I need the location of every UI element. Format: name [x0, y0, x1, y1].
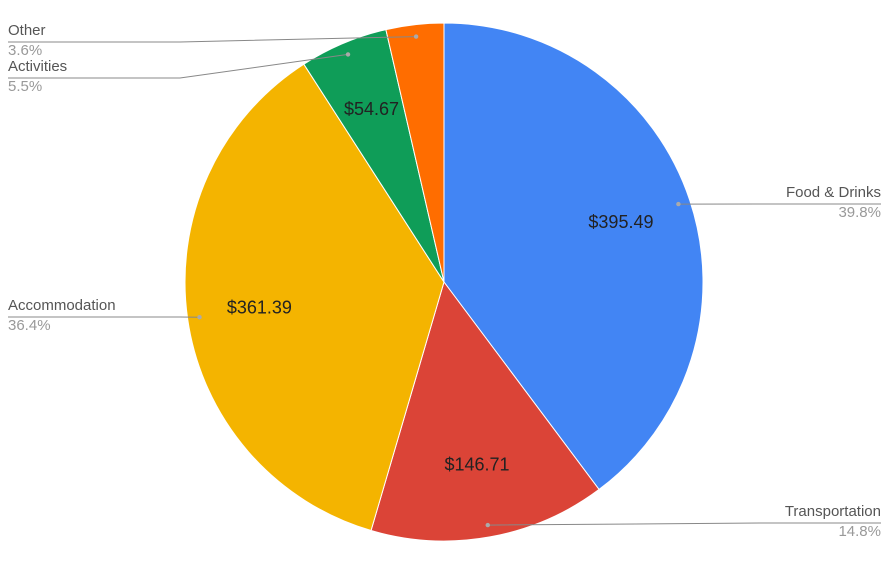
pie-slice [370, 280, 600, 542]
leader-line [487, 522, 881, 526]
leader-dot [676, 201, 681, 207]
slice-name: Other [8, 22, 46, 39]
leader-dot [345, 52, 351, 57]
slice-percent: 36.4% [8, 317, 51, 334]
leader-line [8, 36, 417, 43]
pie-slice [184, 63, 445, 532]
leader-dot [197, 315, 202, 320]
slice-percent: 3.6% [8, 42, 42, 59]
slice-name: Transportation [785, 503, 881, 520]
slice-percent: 5.5% [8, 78, 42, 95]
leader-dot [485, 522, 490, 528]
slice-name: Food & Drinks [786, 184, 881, 201]
value-label: $146.71 [445, 454, 510, 474]
pie-slice [443, 22, 704, 491]
value-label: $54.67 [344, 99, 399, 119]
value-label: $361.39 [227, 297, 292, 317]
leader-dot [413, 34, 419, 39]
pie-slice [385, 22, 445, 283]
slice-name: Accommodation [8, 297, 116, 314]
leader-line [8, 53, 349, 79]
slice-name: Activities [8, 58, 67, 75]
value-label: $395.49 [588, 212, 653, 232]
slice-percent: 39.8% [838, 204, 881, 221]
slice-percent: 14.8% [838, 523, 881, 540]
